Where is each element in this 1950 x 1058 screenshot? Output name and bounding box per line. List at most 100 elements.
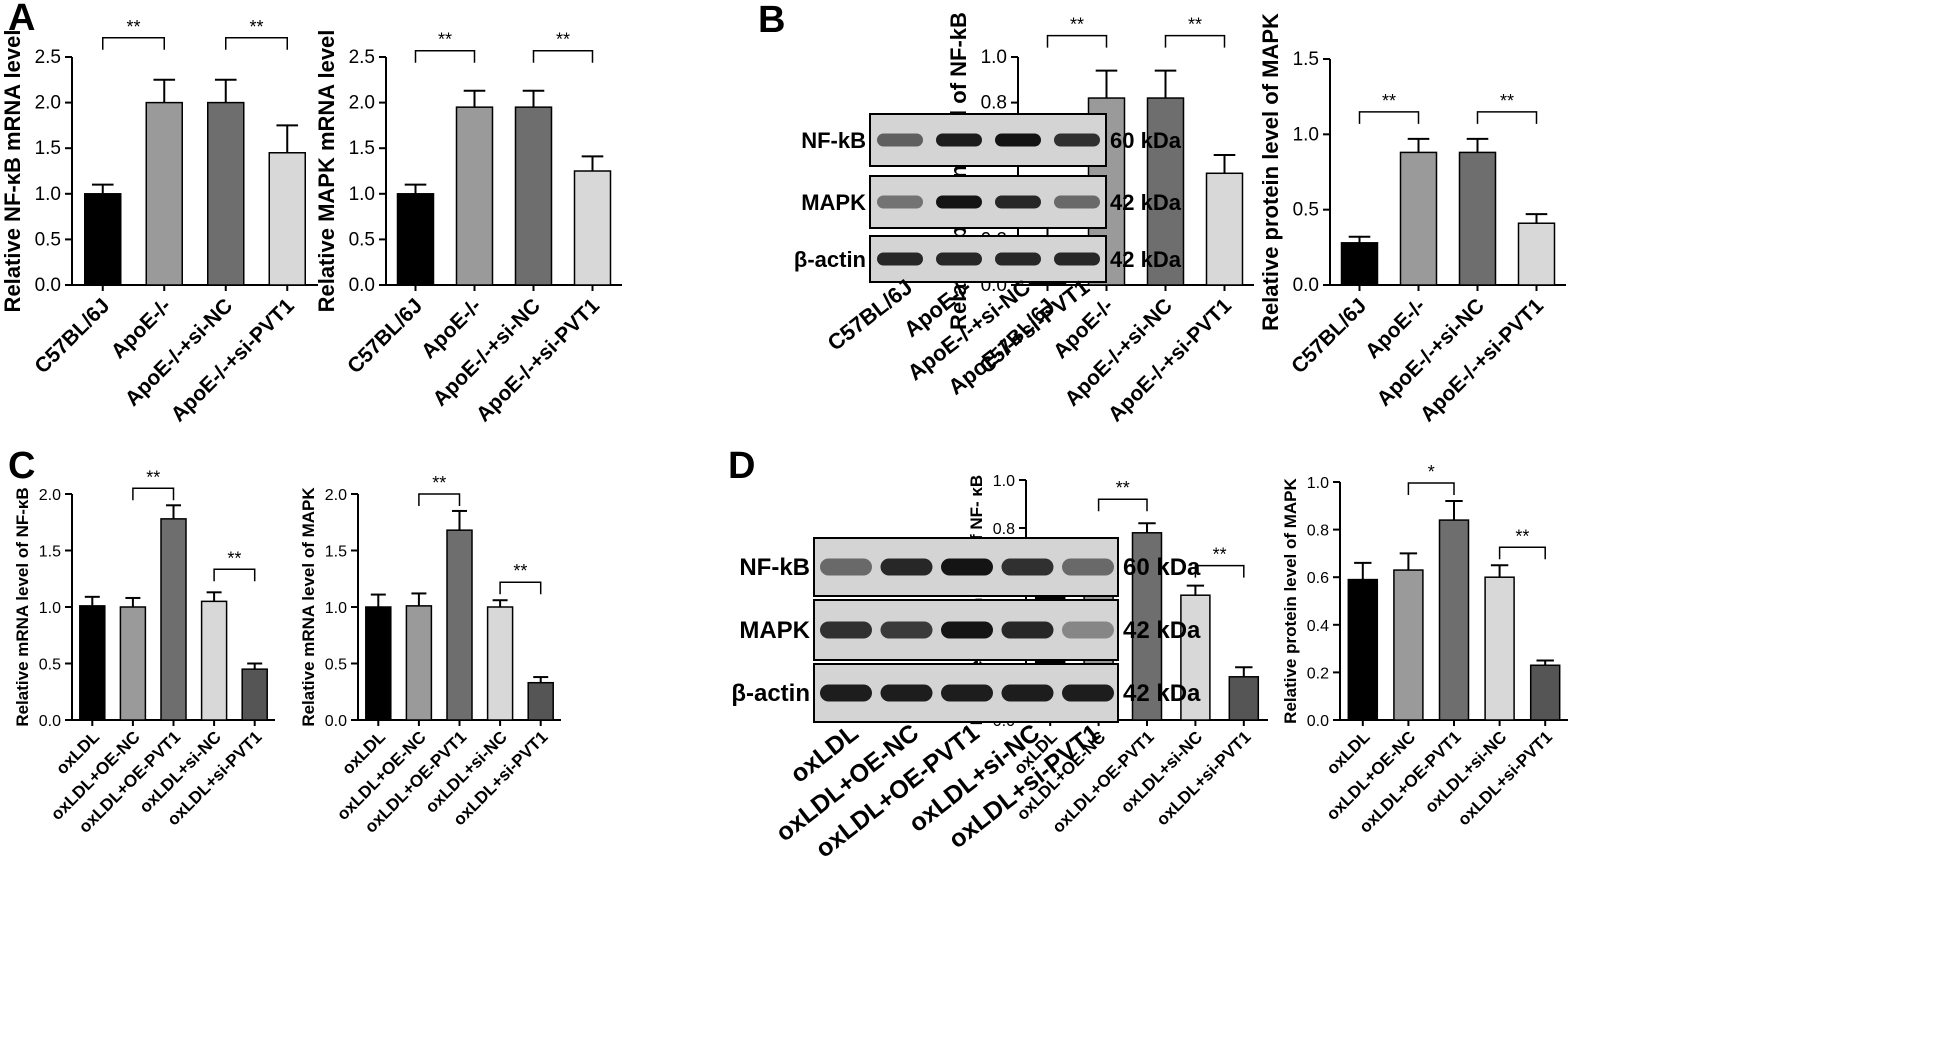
chart-d2: 0.0 0.2 0.4 0.6 0.8 1.0 Relative protein level…: [1281, 462, 1568, 837]
blot-band: [941, 684, 993, 702]
significance-label: **: [556, 30, 570, 50]
chart-a2: 0.0 0.5 1.0 1.5 2.0 2.5 Relative MAPK mRNA lev…: [314, 30, 622, 426]
chart-b2: 0.0 0.5 1.0 1.5 Relative protein level of MA…: [1258, 13, 1566, 426]
blot-row-label: β-actin: [794, 247, 866, 272]
significance-bracket: [418, 493, 461, 506]
bar: [446, 529, 473, 721]
significance-label: **: [1213, 545, 1227, 565]
panel-letter-d: D: [728, 445, 755, 487]
bar: [1484, 576, 1515, 721]
y-tick-label: 1.0: [981, 47, 1007, 68]
category-label: C57BL/6J: [343, 294, 427, 378]
y-tick-label: 1.0: [39, 600, 61, 617]
blot-band: [1062, 621, 1114, 639]
bar: [455, 106, 494, 286]
significance-label: **: [1382, 91, 1396, 111]
y-tick-label: 0.2: [1307, 665, 1329, 682]
significance-bracket: [1164, 34, 1226, 48]
blot-lane-label: C57BL/6J: [823, 274, 917, 355]
y-tick-label: 0.8: [1307, 523, 1329, 540]
blot-band: [1062, 558, 1114, 576]
significance-label: **: [146, 467, 160, 487]
blot-band: [1054, 133, 1100, 147]
y-tick-label: 1.0: [993, 473, 1015, 490]
bar: [1438, 519, 1470, 721]
bar: [1228, 676, 1260, 721]
significance-bracket: [1097, 498, 1148, 512]
bar: [84, 193, 122, 286]
significance-label: **: [513, 561, 527, 581]
blot-kda-label: 42 kDa: [1110, 247, 1182, 272]
y-tick-label: 0.5: [35, 229, 61, 250]
blot-band: [1054, 195, 1100, 209]
significance-label: **: [1188, 15, 1202, 35]
chart-c2: 0.0 0.5 1.0 1.5 2.0 Relative mRNA level of MA…: [299, 473, 561, 837]
blot-row-label: MAPK: [801, 190, 866, 215]
blot-kda-label: 60 kDa: [1110, 128, 1182, 153]
bar: [79, 605, 106, 721]
y-tick-label: 2.0: [35, 93, 61, 114]
blot-band: [995, 195, 1041, 209]
blot-band: [880, 621, 933, 639]
blot-band: [880, 558, 933, 576]
blot-band: [820, 684, 872, 702]
y-tick-label: 0.0: [35, 275, 61, 296]
y-tick-label: 0.0: [1293, 275, 1319, 296]
bar: [1347, 578, 1379, 721]
bar: [514, 106, 553, 286]
blot-row-label: MAPK: [739, 617, 810, 644]
blot-band: [936, 195, 982, 209]
bar: [1180, 594, 1211, 721]
blot-row-label: β-actin: [731, 680, 810, 707]
y-tick-label: 0.8: [993, 521, 1015, 538]
bar: [527, 681, 554, 721]
blot-band: [941, 558, 993, 576]
significance-bracket: [132, 487, 175, 501]
significance-label: **: [1116, 478, 1130, 498]
blot-row-label: NF-kB: [739, 554, 810, 581]
y-tick-label: 1.0: [35, 184, 61, 205]
blot-band: [941, 621, 993, 639]
blot-band: [995, 252, 1041, 266]
bar: [1529, 664, 1561, 721]
blot-row-label: NF-kB: [801, 128, 866, 153]
blot-band: [995, 133, 1041, 147]
bar: [365, 606, 392, 721]
bar: [1399, 151, 1438, 286]
significance-bracket: [213, 568, 256, 582]
y-tick-label: 0.5: [1293, 200, 1319, 221]
category-label: ApoE-/-+si-NC: [121, 294, 237, 410]
bar: [241, 668, 268, 721]
significance-label: **: [126, 17, 140, 37]
blot-band: [877, 252, 923, 266]
category-label: ApoE-/-+si-NC: [1373, 294, 1489, 410]
significance-bracket: [1046, 34, 1108, 48]
y-tick-label: 2.5: [349, 47, 375, 68]
blot-band: [1001, 684, 1054, 702]
blot-kda-label: 60 kDa: [1123, 554, 1201, 581]
category-label: C57BL/6J: [1287, 294, 1371, 378]
blot-kda-label: 42 kDa: [1123, 617, 1201, 644]
y-tick-label: 0.8: [981, 93, 1007, 114]
bar: [1458, 151, 1497, 286]
chart-a1: 0.0 0.5 1.0 1.5 2.0 2.5 Relative NF-κB mRNA le…: [0, 17, 318, 426]
significance-bracket: [532, 49, 594, 63]
y-axis-label: Relative mRNA level of NF-κB: [13, 487, 32, 726]
y-axis-label: Relative MAPK mRNA level: [314, 30, 339, 313]
chart-c1: 0.0 0.5 1.0 1.5 2.0 Relative mRNA level of NF…: [13, 467, 275, 837]
bar: [396, 193, 435, 286]
significance-bracket: [102, 37, 165, 50]
significance-label: **: [249, 17, 263, 37]
y-tick-label: 0.5: [39, 657, 61, 674]
y-tick-label: 1.5: [39, 544, 61, 561]
y-tick-label: 1.5: [325, 544, 347, 561]
panel-letter-c: C: [8, 445, 35, 487]
significance-bracket: [1476, 111, 1538, 124]
panel-letter-a: A: [8, 0, 35, 39]
category-label: ApoE-/-+si-NC: [429, 294, 545, 410]
significance-bracket: [1498, 546, 1546, 560]
y-axis-label: Relative mRNA level of MAPK: [299, 487, 318, 727]
blot-band: [1001, 558, 1054, 576]
panel-letter-b: B: [758, 0, 785, 41]
